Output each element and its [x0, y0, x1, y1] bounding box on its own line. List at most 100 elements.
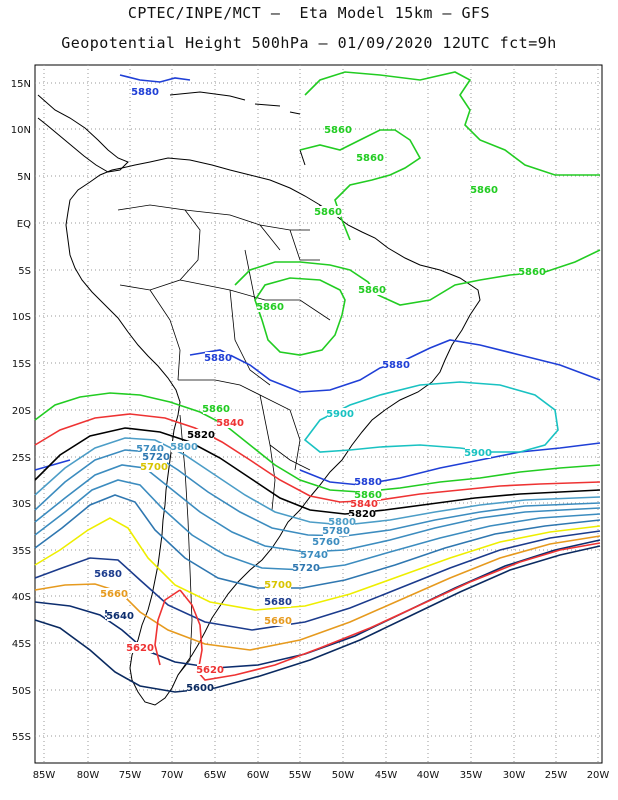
contour-5620 [154, 542, 601, 681]
contour-label-bg [95, 568, 121, 579]
contour-label-bg [265, 579, 291, 590]
lat-tick-label: 40S [12, 592, 31, 603]
contour-label: 5860 [256, 302, 284, 313]
lon-tick-label: 50W [332, 770, 355, 781]
country-borders [117, 204, 331, 676]
contour-label-bg [188, 429, 214, 440]
lon-tick-label: 55W [289, 770, 312, 781]
lon-tick-label: 25W [545, 770, 568, 781]
contour-label-bg [171, 441, 197, 452]
contour-5860-main [34, 392, 601, 493]
contour-label-bg [355, 476, 381, 487]
contour-label-bg [141, 461, 167, 472]
contour-label-bg [349, 508, 375, 519]
contour-label-bg [351, 498, 377, 509]
lon-tick-label: 35W [460, 770, 483, 781]
contour-label: 5880 [354, 477, 382, 488]
contour-label: 5720 [292, 563, 320, 574]
contour-label: 5880 [382, 360, 410, 371]
lat-tick-label: 10N [11, 125, 31, 136]
lon-tick-label: 80W [77, 770, 100, 781]
graticule: 15N 10N 5N EQ 5S 10S 15S 20S 25S 30S 35S 40S 45S 50S 5… [11, 65, 609, 781]
contour-label: 5860 [324, 125, 352, 136]
contour-5600 [34, 545, 601, 693]
map-title-line1: CPTEC/INPE/MCT – Eta Model 15km – GFS [127, 4, 491, 22]
lat-tick-label: 15N [11, 79, 31, 90]
contour-label-bg [197, 664, 223, 675]
lat-tick-label: 10S [12, 312, 31, 323]
contour-label: 5800 [328, 517, 356, 528]
contour-label-bg [327, 408, 353, 419]
contour-label-bg [265, 596, 291, 607]
lat-tick-label: 15S [12, 359, 31, 370]
contour-label: 5660 [100, 589, 128, 600]
contour-5680 [34, 530, 601, 631]
contour-label: 5620 [126, 643, 154, 654]
contour-label: 5860 [518, 267, 546, 278]
contour-label: 5840 [350, 499, 378, 510]
contour-label-bg [325, 124, 351, 135]
lat-tick-label: 5N [17, 172, 31, 183]
contour-label-bg [359, 284, 385, 295]
contour-5720 [34, 494, 601, 589]
contour-label: 5620 [196, 665, 224, 676]
lat-tick-label: 35S [12, 546, 31, 557]
contour-label-bg [323, 525, 349, 536]
contour-5880-south [299, 442, 601, 486]
contour-5800 [34, 437, 601, 526]
lon-tick-label: 40W [417, 770, 440, 781]
central-america-coastline [37, 94, 129, 173]
coastlines [37, 91, 481, 706]
lat-tick-label: 5S [18, 266, 31, 277]
contour-label-bg [257, 301, 283, 312]
contour-label-bg [357, 152, 383, 163]
contour-label-bg [465, 447, 491, 458]
map-title-line2: Geopotential Height 500hPa – 01/09/2020 … [61, 34, 557, 52]
contour-label-bg [107, 610, 133, 621]
lat-tick-label: 55S [12, 732, 31, 743]
lat-tick-label: 45S [12, 639, 31, 650]
lon-tick-label: 30W [503, 770, 526, 781]
contour-label: 5860 [202, 404, 230, 415]
contour-label-bg [217, 417, 243, 428]
contour-label: 5860 [314, 207, 342, 218]
contour-label: 5680 [94, 569, 122, 580]
map-frame [34, 64, 603, 764]
lat-tick-label: 30S [12, 499, 31, 510]
contour-label-bg [143, 451, 169, 462]
contour-label: 5860 [356, 153, 384, 164]
contour-5840 [34, 413, 601, 503]
contour-label: 5820 [348, 509, 376, 520]
contour-label: 5820 [187, 430, 215, 441]
lon-tick-label: 65W [204, 770, 227, 781]
contour-label: 5720 [142, 452, 170, 463]
contour-label-bg [293, 562, 319, 573]
contour-label-bg [301, 549, 327, 560]
contour-label-bg [203, 403, 229, 414]
contour-label-bg [383, 359, 409, 370]
contour-5860-south-loop [254, 277, 346, 356]
contour-label-bg [265, 615, 291, 626]
contour-label: 5840 [216, 418, 244, 429]
contour-label: 5700 [140, 462, 168, 473]
contour-label-bg [471, 184, 497, 195]
contour-label-bg [101, 588, 127, 599]
contour-label: 5860 [470, 185, 498, 196]
contour-5760 [34, 464, 601, 553]
contour-label-bg [127, 642, 153, 653]
lon-tick-label: 45W [375, 770, 398, 781]
contour-label: 5880 [204, 353, 232, 364]
contour-5820 [34, 427, 601, 515]
lat-tick-label: EQ [17, 219, 31, 230]
contour-label: 5760 [312, 537, 340, 548]
lon-tick-label: 75W [119, 770, 142, 781]
contour-label-bg [313, 536, 339, 547]
contour-label-bg [519, 266, 545, 277]
contour-label-bg [355, 489, 381, 500]
caribbean-islands [169, 91, 321, 216]
lat-tick-label: 25S [12, 453, 31, 464]
contour-5740 [34, 479, 601, 571]
contour-label-bg [187, 682, 213, 693]
contour-label: 5660 [264, 616, 292, 627]
